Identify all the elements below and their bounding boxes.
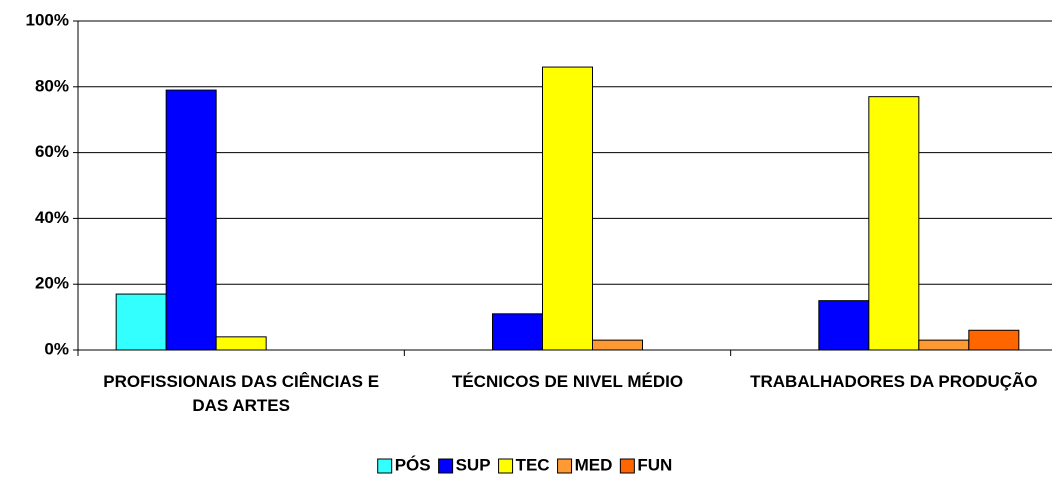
legend-swatch <box>619 458 635 474</box>
legend-label: TEC <box>516 455 550 474</box>
legend-swatch <box>377 458 393 474</box>
y-tick-label: 60% <box>35 142 69 161</box>
x-tick-label: TÉCNICOS DE NIVEL MÉDIO <box>451 372 684 391</box>
y-tick-label: 40% <box>35 208 69 227</box>
x-tick-label: PROFISSIONAIS DAS CIÊNCIAS E DAS ARTES <box>103 372 380 415</box>
legend-swatch <box>498 458 514 474</box>
bar <box>918 339 970 351</box>
bar <box>115 293 167 351</box>
legend-swatch <box>557 458 573 474</box>
y-tick-label: 20% <box>35 274 69 293</box>
legend-label: FUN <box>637 455 672 474</box>
bar <box>215 336 267 351</box>
x-tick-label: TRABALHADORES DA PRODUÇÃO <box>750 372 1038 391</box>
bar <box>592 339 643 351</box>
bar <box>492 313 543 351</box>
y-tick-label: 80% <box>35 76 69 95</box>
bar <box>818 300 870 351</box>
legend-label: SUP <box>456 455 491 474</box>
y-tick-label: 100% <box>26 10 69 29</box>
bar <box>868 96 920 351</box>
legend-swatch <box>438 458 454 474</box>
legend-label: PÓS <box>395 455 431 474</box>
y-tick-label: 0% <box>44 339 69 358</box>
legend-label: MED <box>575 455 613 474</box>
bar <box>542 66 593 351</box>
bar <box>968 329 1020 351</box>
bar <box>165 89 217 351</box>
